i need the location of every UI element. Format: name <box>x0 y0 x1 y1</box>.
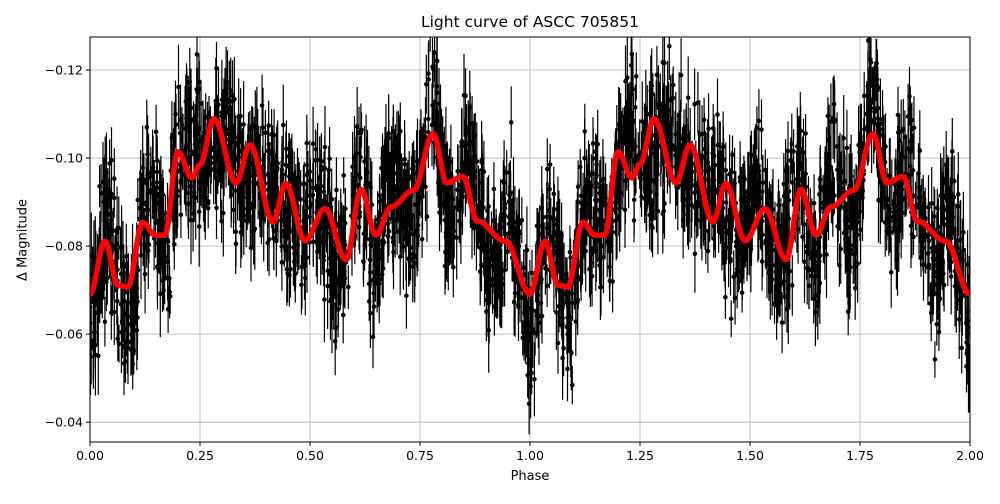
x-tick-label: 0.75 <box>406 448 434 463</box>
x-tick-label: 1.75 <box>846 448 874 463</box>
y-tick-label: −0.12 <box>45 63 83 78</box>
x-tick-label: 0.25 <box>186 448 214 463</box>
y-axis-label: Δ Magnitude <box>15 199 31 281</box>
chart-title: Light curve of ASCC 705851 <box>420 13 639 31</box>
observation-points <box>90 37 970 435</box>
y-tick-label: −0.08 <box>45 239 83 254</box>
x-tick-label: 1.00 <box>516 448 544 463</box>
y-tick-label: −0.04 <box>45 415 83 430</box>
x-axis-label: Phase <box>510 469 550 484</box>
y-tick-label: −0.10 <box>45 151 83 166</box>
y-tick-label: −0.06 <box>45 327 83 342</box>
x-tick-label: 0.00 <box>76 448 104 463</box>
x-tick-label: 0.50 <box>296 448 324 463</box>
x-tick-label: 1.50 <box>736 448 764 463</box>
x-tick-label: 2.00 <box>956 448 984 463</box>
x-tick-label: 1.25 <box>626 448 654 463</box>
model-curve <box>90 116 970 297</box>
x-axis-ticks: 0.00 0.25 0.50 0.75 1.00 1.25 1.50 1.75 2.00 <box>76 442 984 463</box>
y-axis-ticks: −0.12 −0.10 −0.08 −0.06 −0.04 <box>45 63 90 430</box>
